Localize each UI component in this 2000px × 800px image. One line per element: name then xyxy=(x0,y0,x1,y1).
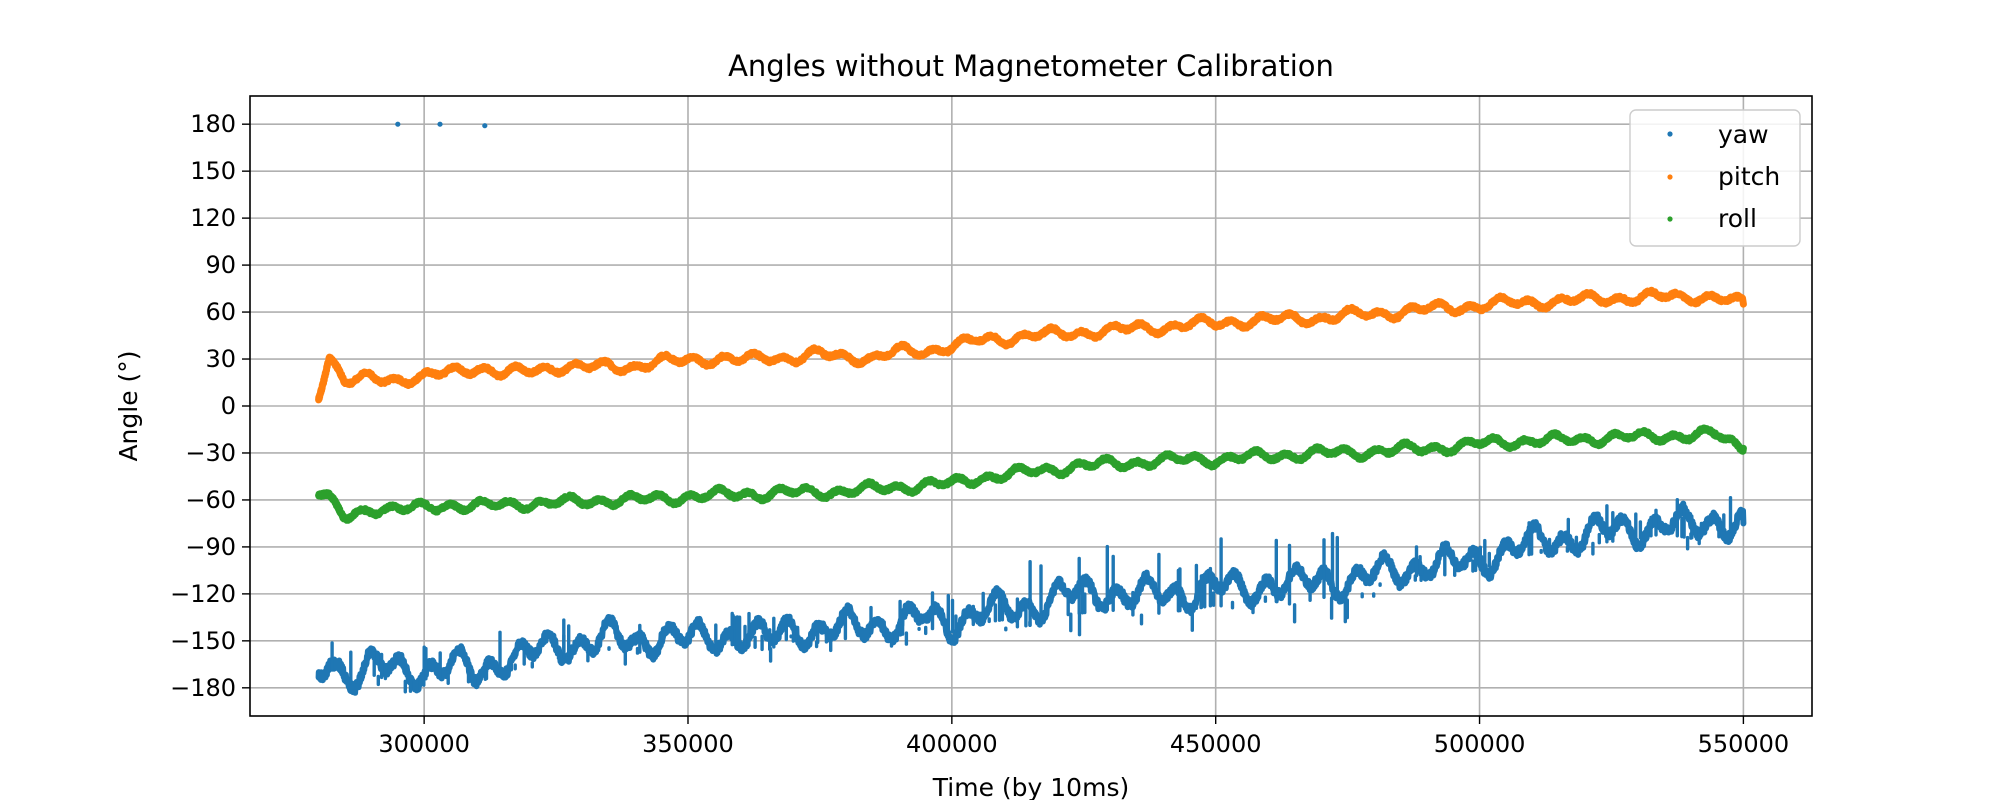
x-axis: 300000 350000 400000 450000 500000 550000 xyxy=(378,716,1789,758)
y-tick-label: −150 xyxy=(170,627,236,655)
y-tick-label: −60 xyxy=(185,486,236,514)
legend-marker-yaw xyxy=(1667,131,1673,137)
legend-marker-pitch xyxy=(1667,174,1673,180)
x-axis-label: Time (by 10ms) xyxy=(932,773,1129,800)
y-tick-label: 90 xyxy=(205,251,236,279)
x-tick-label: 550000 xyxy=(1698,730,1790,758)
outlier-point-yaw xyxy=(482,123,488,129)
legend-label-pitch: pitch xyxy=(1718,162,1780,191)
y-tick-label: 60 xyxy=(205,298,236,326)
y-tick-label: 150 xyxy=(190,157,236,185)
outlier-point-yaw xyxy=(437,121,443,127)
y-tick-label: 30 xyxy=(205,345,236,373)
y-tick-label: −90 xyxy=(185,533,236,561)
y-tick-label: 0 xyxy=(221,392,236,420)
x-tick-label: 400000 xyxy=(906,730,998,758)
y-axis-label: Angle (°) xyxy=(114,350,143,461)
series-pitch xyxy=(315,286,1747,404)
chart-title: Angles without Magnetometer Calibration xyxy=(728,49,1334,83)
outlier-point-yaw xyxy=(395,121,401,127)
x-tick-label: 300000 xyxy=(378,730,470,758)
legend-box xyxy=(1629,109,1801,247)
y-tick-label: −30 xyxy=(185,439,236,467)
data-layer xyxy=(315,121,1747,696)
x-tick-label: 450000 xyxy=(1170,730,1262,758)
x-tick-label: 500000 xyxy=(1434,730,1526,758)
series-yaw xyxy=(315,121,1747,696)
series-trace-roll xyxy=(315,424,1747,524)
series-trace-pitch xyxy=(315,286,1747,404)
y-tick-label: 180 xyxy=(190,110,236,138)
legend-marker-roll xyxy=(1667,216,1673,222)
y-axis: 180 150 120 90 60 30 0 −30 −60 −90 −120 −150 −180 xyxy=(170,110,250,702)
legend-label-roll: roll xyxy=(1718,204,1757,233)
y-tick-label: 120 xyxy=(190,204,236,232)
series-roll xyxy=(315,424,1747,524)
legend-label-yaw: yaw xyxy=(1718,120,1769,149)
x-tick-label: 350000 xyxy=(642,730,734,758)
y-tick-label: −120 xyxy=(170,580,236,608)
legend: yaw pitch roll xyxy=(1629,109,1801,247)
y-tick-label: −180 xyxy=(170,674,236,702)
